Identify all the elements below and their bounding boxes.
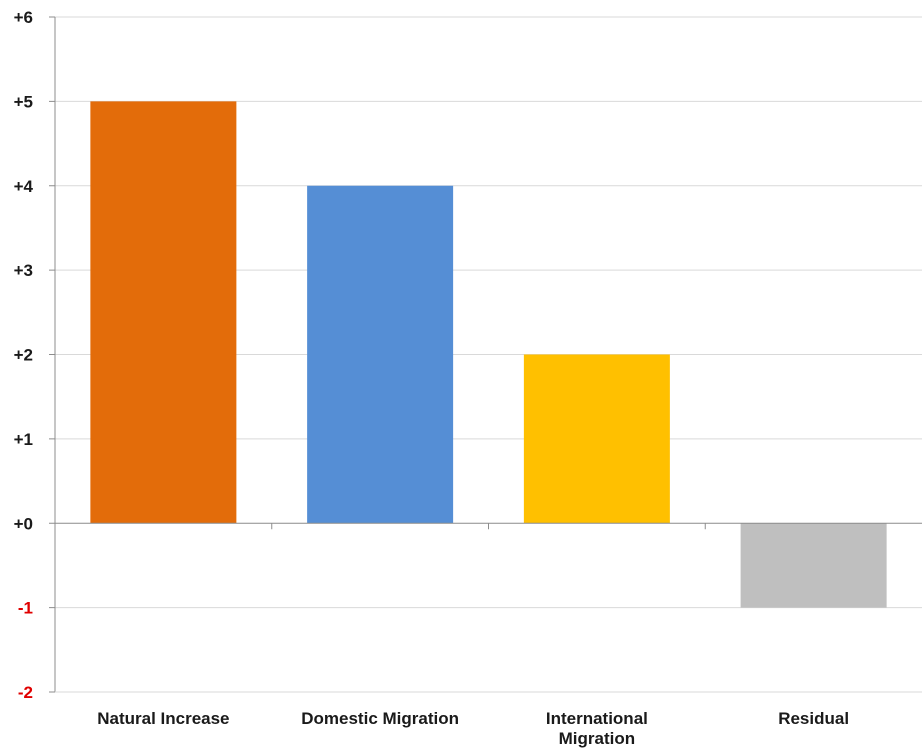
y-tick-label: +3 [14,261,33,280]
x-category-label-line: International [546,709,648,728]
x-category-label-line: Natural Increase [97,709,229,728]
y-tick-label: +4 [14,177,34,196]
x-category-label: International Migration [546,709,648,748]
x-axis-category-labels: Natural Increase Domestic Migration Intern… [97,709,849,748]
x-category-label: Residual [778,709,849,728]
y-tick-label: +1 [14,430,33,449]
x-category-label-line: Residual [778,709,849,728]
y-tick-label: -1 [18,599,33,618]
y-tick-label: +2 [14,346,33,365]
bar-3 [740,523,887,608]
y-axis-tick-labels: +6 +5 +4 +3 +2 +1 +0 -1 -2 [14,8,34,702]
x-category-label-line: Migration [559,729,636,748]
y-tick-label: +5 [14,92,33,111]
bars [90,101,887,608]
x-category-label-line: Domestic Migration [301,709,459,728]
y-tick-label: +0 [14,514,33,533]
bar-2 [523,354,670,524]
bar-1 [307,185,454,524]
x-category-label: Natural Increase [97,709,229,728]
y-tick-label: +6 [14,8,33,27]
x-category-label: Domestic Migration [301,709,459,728]
y-tick-label: -2 [18,683,33,702]
axes [49,16,922,693]
bar-0 [90,101,237,524]
